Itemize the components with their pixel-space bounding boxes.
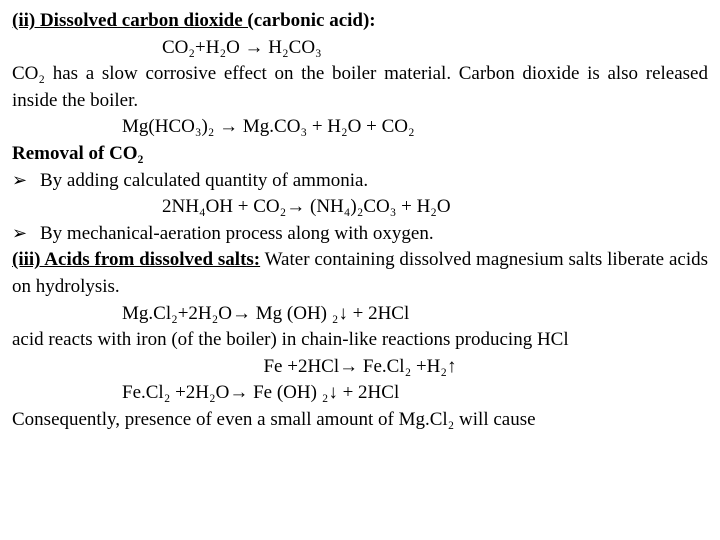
equation-2: Mg(HCO₃)₂ → Mg.CO₃ + H₂O + CO₂ (122, 114, 708, 141)
heading-removal-co2: Removal of CO₂ (12, 141, 708, 168)
bullet-text-1: By adding calculated quantity of ammonia… (40, 168, 708, 195)
bullet-item-2: ➢ By mechanical-aeration process along w… (12, 221, 708, 248)
bullet-icon: ➢ (12, 221, 40, 246)
paragraph-consequently: Consequently, presence of even a small a… (12, 407, 708, 434)
paragraph-co2-effect: CO₂ has a slow corrosive effect on the b… (12, 61, 708, 114)
equation-3: 2NH₄OH + CO₂→ (NH₄)₂CO₃ + H₂O (162, 194, 708, 221)
equation-1: CO₂+H₂O → H₂CO₃ (162, 35, 708, 62)
equation-4: Mg.Cl₂+2H₂O→ Mg (OH) ₂↓ + 2HCl (122, 301, 708, 328)
bullet-icon: ➢ (12, 168, 40, 193)
equation-6: Fe.Cl₂ +2H₂O→ Fe (OH) ₂↓ + 2HCl (122, 380, 708, 407)
paragraph-acid-iron: acid reacts with iron (of the boiler) in… (12, 327, 708, 354)
bullet-item-1: ➢ By adding calculated quantity of ammon… (12, 168, 708, 195)
heading-dissolved-co2: (ii) Dissolved carbon dioxide (carbonic … (12, 8, 708, 35)
bullet-text-2: By mechanical-aeration process along wit… (40, 221, 708, 248)
heading-part-a: (ii) Dissolved carbon dioxide ( (12, 10, 254, 31)
equation-5: Fe +2HCl→ Fe.Cl₂ +H₂↑ (12, 354, 708, 381)
heading-part-b: carbonic acid): (254, 10, 376, 31)
heading-acids-label: (iii) Acids from dissolved salts: (12, 249, 260, 270)
heading-acids-salts: (iii) Acids from dissolved salts: Water … (12, 247, 708, 300)
